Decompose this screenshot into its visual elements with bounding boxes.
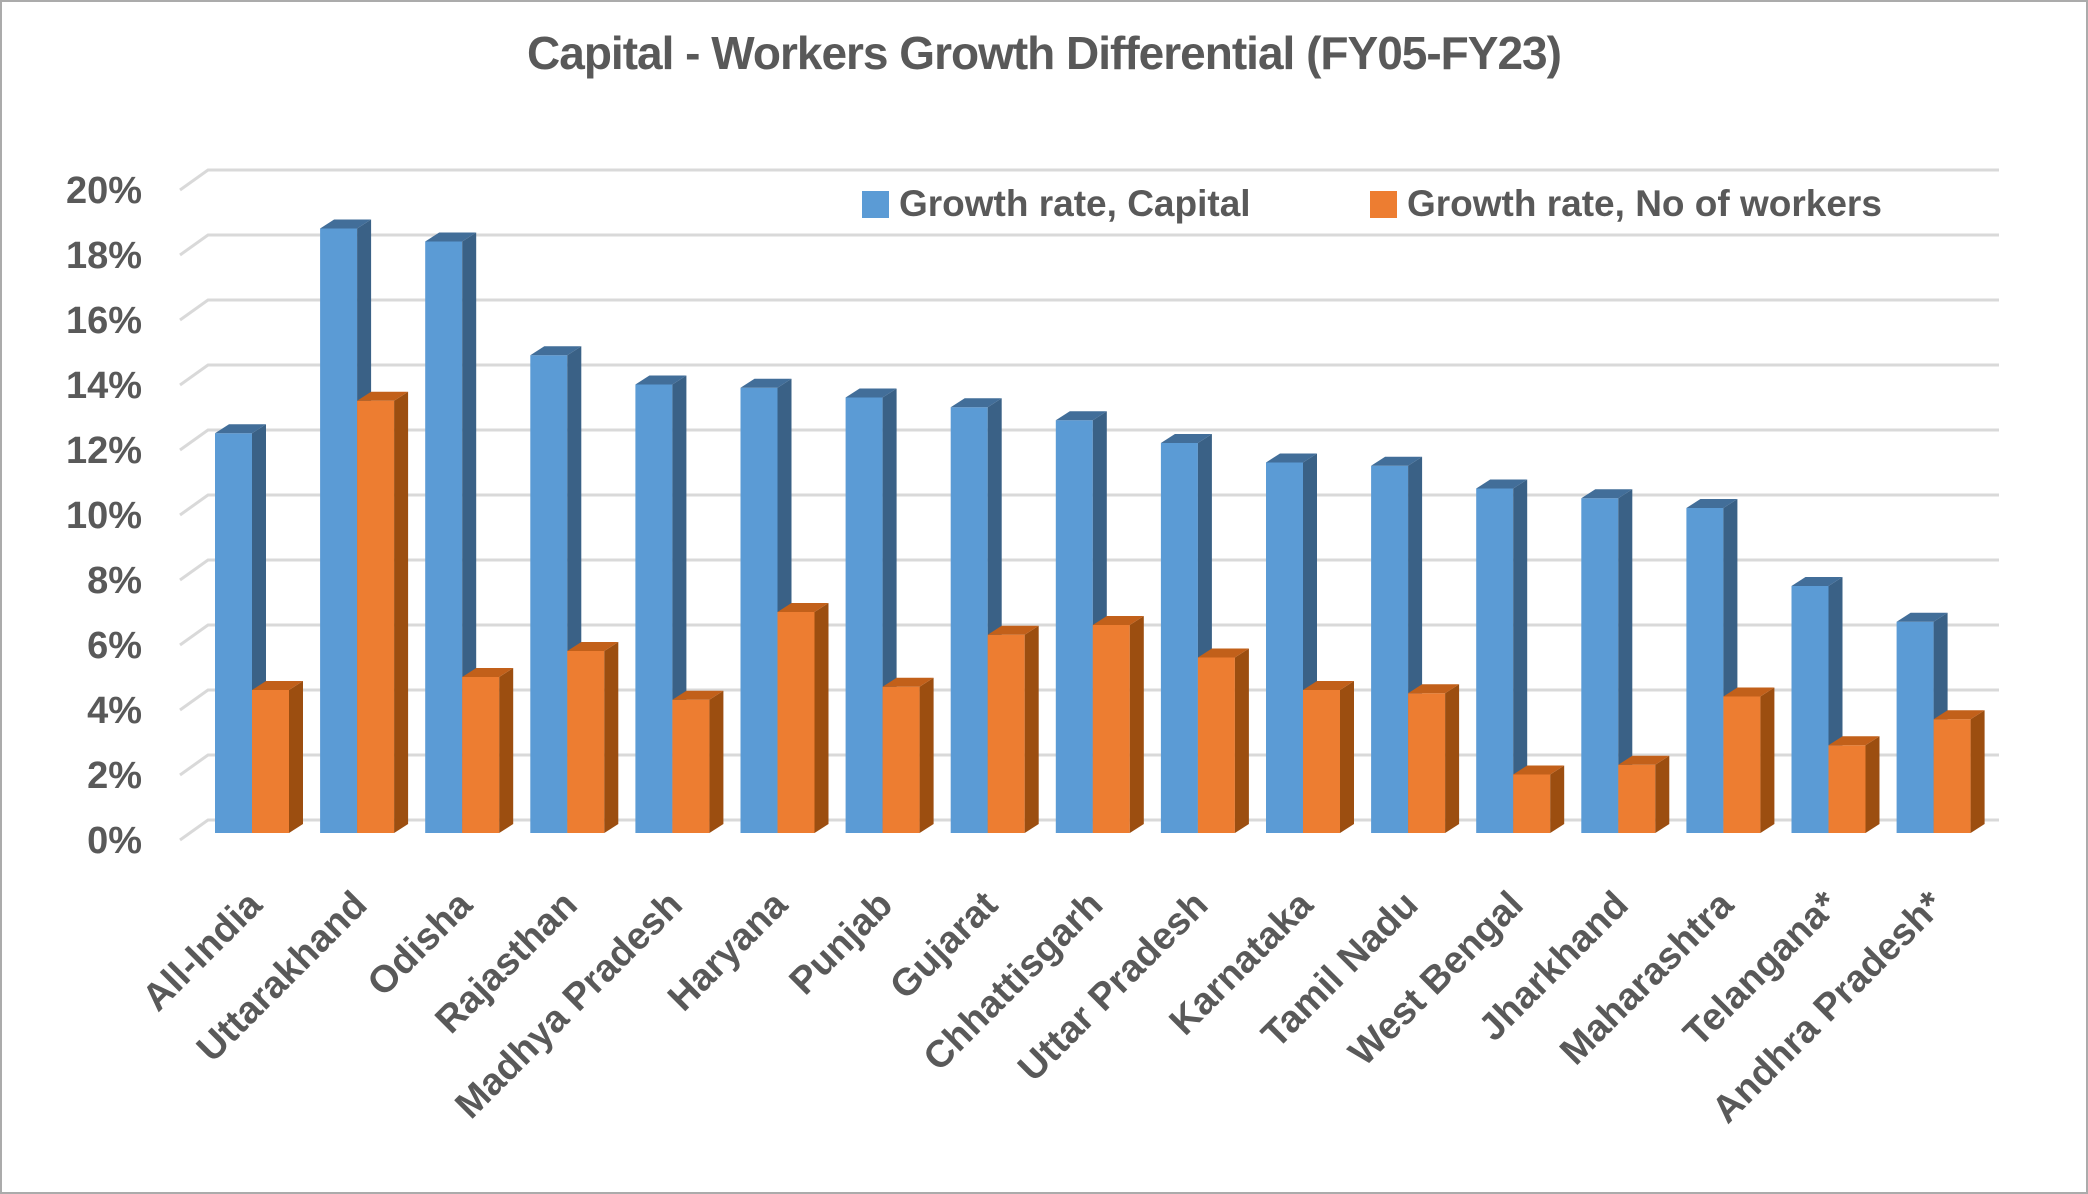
x-axis-label: Chhattisgarh (916, 884, 1111, 1079)
bar-workers (357, 400, 395, 833)
bar-capital (1055, 420, 1093, 833)
bar-workers (1197, 657, 1235, 833)
x-axis-label: Punjab (782, 884, 901, 1003)
y-tick-label: 4% (87, 690, 142, 732)
y-tick-label: 20% (66, 170, 142, 212)
bar-capital (1896, 621, 1934, 833)
bar-workers (882, 686, 920, 833)
bar-capital (320, 228, 358, 833)
y-tick-label: 10% (66, 495, 142, 537)
bar-workers (672, 699, 710, 833)
bar-capital (950, 407, 988, 833)
bar-capital (845, 397, 883, 833)
bar-capital (530, 355, 568, 833)
legend-label-capital: Growth rate, Capital (899, 183, 1251, 224)
bar-workers (1303, 690, 1340, 833)
bar-capital (1266, 462, 1303, 833)
chart-title: Capital - Workers Growth Differential (F… (527, 27, 1562, 79)
bar-capital (1371, 465, 1409, 833)
bar-capital (425, 241, 463, 833)
legend-item-capital: Growth rate, Capital (862, 183, 1251, 224)
y-tick-label: 8% (87, 560, 142, 602)
bar-workers (567, 651, 605, 833)
bar-capital (1686, 508, 1724, 833)
legend-item-workers: Growth rate, No of workers (1370, 183, 1882, 224)
chart-legend: Growth rate, Capital Growth rate, No of … (2, 183, 2086, 224)
y-tick-label: 12% (66, 430, 142, 472)
bar-workers (1933, 719, 1971, 833)
bar-capital (1581, 498, 1619, 833)
legend-swatch-workers-icon (1370, 190, 1397, 218)
y-tick-label: 14% (66, 365, 142, 407)
y-tick-label: 16% (66, 300, 142, 342)
bar-capital (740, 387, 778, 833)
bar-workers (987, 634, 1025, 833)
bar-workers (252, 690, 289, 833)
bar-workers (1618, 764, 1656, 833)
y-tick-label: 18% (66, 235, 142, 277)
bar-capital (215, 433, 252, 833)
bar-capital (1160, 443, 1198, 833)
bar-capital (1476, 488, 1514, 833)
bar-workers (1092, 625, 1130, 833)
bar-workers (1828, 745, 1866, 833)
bar-workers (777, 612, 815, 833)
bar-workers (462, 677, 500, 833)
y-tick-label: 6% (87, 625, 142, 667)
bar-workers (1513, 774, 1551, 833)
bar-workers (1408, 693, 1446, 833)
y-tick-label: 0% (87, 820, 142, 862)
bar-capital (635, 384, 673, 833)
bar-capital (1791, 586, 1829, 833)
legend-label-workers: Growth rate, No of workers (1407, 183, 1882, 224)
x-axis-label: Uttar Pradesh (1010, 884, 1216, 1090)
legend-swatch-capital-icon (862, 190, 889, 218)
bar-workers (1723, 696, 1761, 833)
y-tick-label: 2% (87, 755, 142, 797)
